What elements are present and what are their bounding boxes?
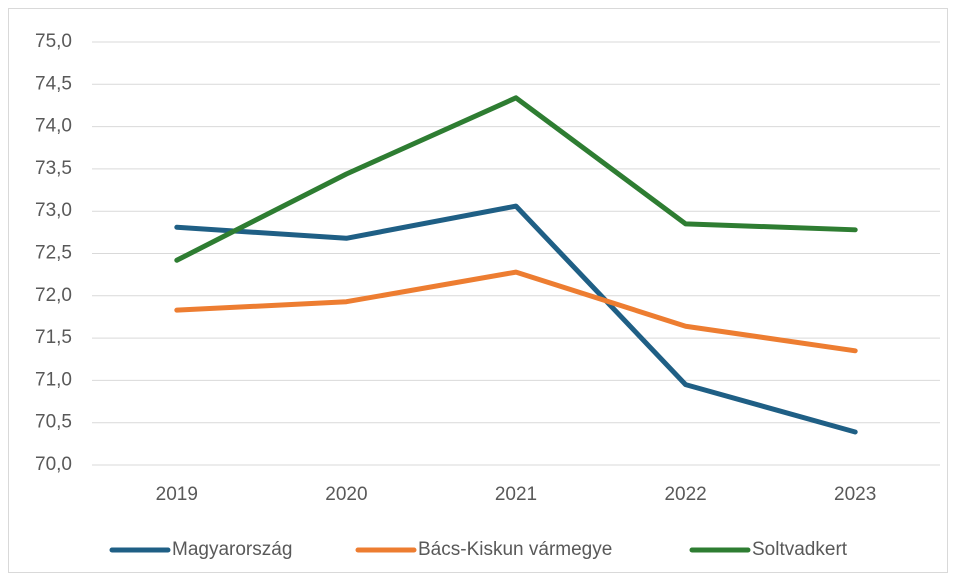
chart-border	[8, 8, 948, 573]
y-tick-label: 72,5	[35, 243, 72, 264]
y-tick-label: 71,0	[35, 369, 72, 390]
y-tick-label: 71,5	[35, 327, 72, 348]
y-tick-label: 70,5	[35, 412, 72, 433]
x-tick-label: 2020	[325, 484, 367, 505]
y-tick-label: 74,0	[35, 116, 72, 137]
x-tick-label: 2019	[156, 484, 198, 505]
legend-label: Magyarország	[172, 539, 292, 560]
line-series	[174, 203, 858, 435]
y-tick-label: 70,0	[35, 454, 72, 475]
line-series	[174, 269, 858, 354]
line-series	[174, 95, 858, 263]
legend-label: Bács-Kiskun vármegye	[418, 539, 612, 560]
y-tick-label: 74,5	[35, 73, 72, 94]
y-tick-label: 72,0	[35, 285, 72, 306]
y-tick-label: 73,0	[35, 200, 72, 221]
y-tick-label: 73,5	[35, 158, 72, 179]
y-tick-label: 75,0	[35, 31, 72, 52]
x-tick-label: 2021	[495, 484, 537, 505]
x-tick-label: 2023	[834, 484, 876, 505]
legend-label: Soltvadkert	[752, 539, 848, 560]
x-tick-label: 2022	[664, 484, 706, 505]
